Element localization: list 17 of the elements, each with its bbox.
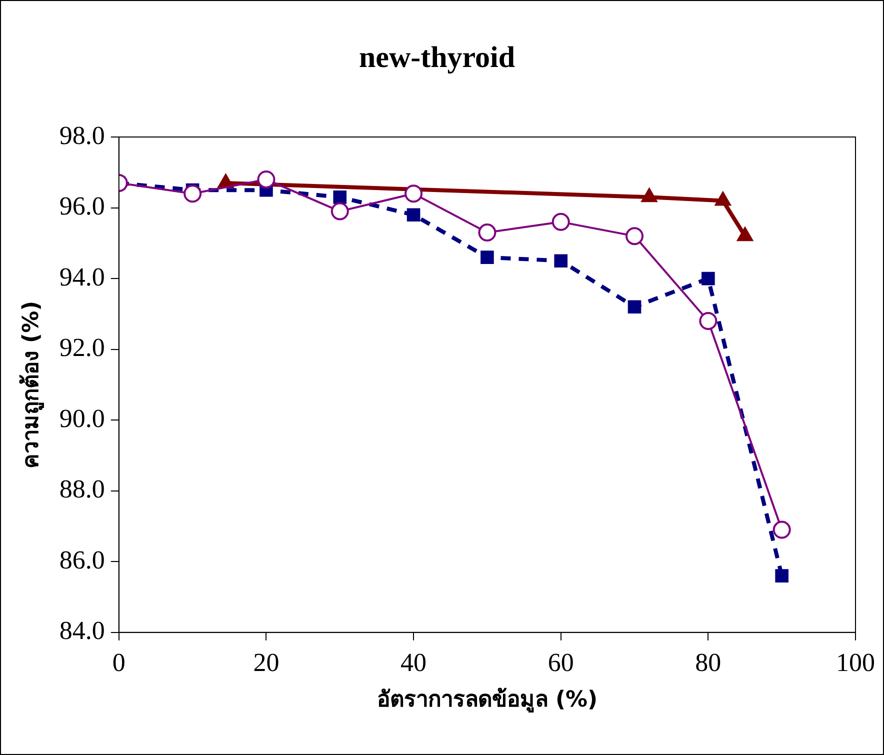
y-tick-label: 92.0 bbox=[59, 333, 105, 362]
y-tick-label: 94.0 bbox=[59, 262, 105, 292]
x-tick-label: 20 bbox=[253, 648, 280, 677]
x-tick-label: 100 bbox=[836, 648, 875, 677]
y-tick-label: 98.0 bbox=[59, 120, 105, 150]
chart-title: new-thyroid bbox=[358, 40, 516, 74]
x-tick-label: 60 bbox=[548, 648, 574, 677]
x-axis-title: อัตราการลดข้อมูล (%) bbox=[376, 688, 598, 714]
y-tick-label: 96.0 bbox=[59, 192, 105, 221]
x-tick-label: 0 bbox=[112, 648, 126, 677]
y-tick-label: 90.0 bbox=[59, 404, 105, 433]
y-tick-label: 86.0 bbox=[59, 545, 105, 574]
y-axis-title: ความถูกต้อง (%) bbox=[18, 300, 45, 469]
y-tick-label: 88.0 bbox=[59, 474, 105, 504]
x-tick-label: 80 bbox=[695, 648, 722, 677]
y-tick-label: 84.0 bbox=[59, 616, 105, 646]
x-tick-label: 40 bbox=[400, 648, 427, 677]
